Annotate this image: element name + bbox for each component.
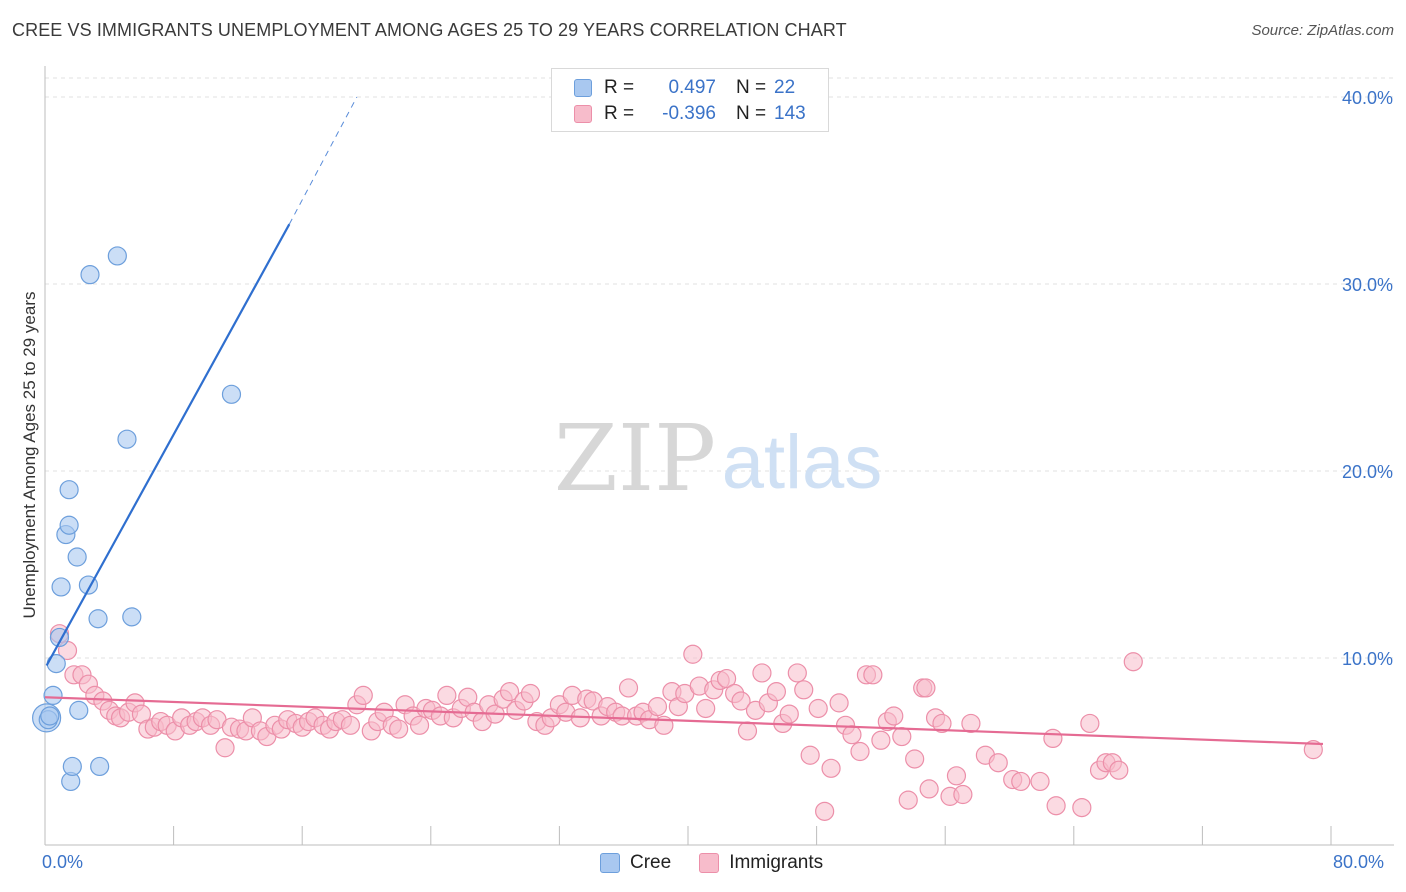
immigrants-point xyxy=(1081,714,1099,732)
legend-item-immigrants[interactable]: Immigrants xyxy=(699,852,823,874)
immigrants-point xyxy=(767,683,785,701)
y-tick-label: 10.0% xyxy=(1342,649,1393,669)
cree-point xyxy=(63,757,81,775)
immigrants-point xyxy=(1110,761,1128,779)
cree-point xyxy=(118,430,136,448)
immigrants-point xyxy=(920,780,938,798)
watermark: ZIP atlas xyxy=(554,405,882,512)
immigrants-point xyxy=(684,645,702,663)
r-value: -0.396 xyxy=(644,103,716,125)
immigrants-point xyxy=(801,746,819,764)
cree-swatch xyxy=(574,79,592,97)
immigrants-points xyxy=(50,625,1322,821)
immigrants-point xyxy=(795,681,813,699)
legend-row-immigrants: R = -0.396 N = 143 xyxy=(574,102,814,126)
y-tick-label: 40.0% xyxy=(1342,88,1393,108)
immigrants-point xyxy=(899,791,917,809)
cree-point xyxy=(222,385,240,403)
immigrants-point xyxy=(780,705,798,723)
y-tick-labels: 10.0% 20.0% 30.0% 40.0% xyxy=(1342,88,1393,669)
cree-point xyxy=(89,610,107,628)
watermark-zip: ZIP xyxy=(554,405,716,512)
n-label: N = xyxy=(736,77,774,99)
y-tick-label: 30.0% xyxy=(1342,275,1393,295)
cree-point xyxy=(60,481,78,499)
r-value: 0.497 xyxy=(644,77,716,99)
immigrants-point xyxy=(390,720,408,738)
immigrants-point xyxy=(1073,799,1091,817)
cree-point xyxy=(52,578,70,596)
legend-label-immigrants: Immigrants xyxy=(729,852,823,874)
legend-item-cree[interactable]: Cree xyxy=(600,852,671,874)
y-axis-label: Unemployment Among Ages 25 to 29 years xyxy=(20,292,40,619)
chart-canvas: ZIP atlas 10.0% 20.0% 30.0% 40.0% xyxy=(0,0,1406,892)
x-tick-min: 0.0% xyxy=(42,852,83,873)
immigrants-point xyxy=(809,699,827,717)
legend-label-cree: Cree xyxy=(630,852,671,874)
immigrants-point xyxy=(851,743,869,761)
series-legend: Cree Immigrants xyxy=(600,852,851,874)
immigrants-point xyxy=(620,679,638,697)
watermark-atlas: atlas xyxy=(722,420,883,505)
cree-point xyxy=(91,757,109,775)
immigrants-point xyxy=(411,716,429,734)
immigrants-point xyxy=(753,664,771,682)
immigrants-point xyxy=(822,759,840,777)
immigrants-point xyxy=(917,679,935,697)
immigrants-point xyxy=(1044,729,1062,747)
immigrants-point xyxy=(954,786,972,804)
cree-point xyxy=(108,247,126,265)
immigrants-point xyxy=(1047,797,1065,815)
n-value: 22 xyxy=(774,77,814,99)
correlation-legend: R = 0.497 N = 22 R = -0.396 N = 143 xyxy=(551,68,829,132)
immigrants-point xyxy=(906,750,924,768)
cree-point xyxy=(60,516,78,534)
cree-point xyxy=(68,548,86,566)
immigrants-point xyxy=(788,664,806,682)
immigrants-point xyxy=(341,716,359,734)
immigrants-point xyxy=(989,754,1007,772)
immigrants-point xyxy=(962,714,980,732)
immigrants-point xyxy=(216,739,234,757)
cree-trend-line xyxy=(47,224,290,665)
immigrants-point xyxy=(648,698,666,716)
immigrants-point xyxy=(830,694,848,712)
immigrants-point xyxy=(1012,772,1030,790)
n-label: N = xyxy=(736,103,774,125)
immigrants-point xyxy=(893,728,911,746)
immigrants-point xyxy=(872,731,890,749)
immigrants-point xyxy=(521,685,539,703)
n-value: 143 xyxy=(774,103,814,125)
immigrants-swatch xyxy=(699,853,719,873)
immigrants-point xyxy=(697,699,715,717)
r-label: R = xyxy=(604,103,644,125)
cree-point xyxy=(123,608,141,626)
cree-point xyxy=(70,701,88,719)
cree-point xyxy=(41,707,59,725)
r-label: R = xyxy=(604,77,644,99)
immigrants-point xyxy=(947,767,965,785)
immigrants-point xyxy=(885,707,903,725)
gridlines xyxy=(45,78,1394,658)
immigrants-swatch xyxy=(574,105,592,123)
cree-swatch xyxy=(600,853,620,873)
cree-point xyxy=(44,686,62,704)
immigrants-point xyxy=(843,726,861,744)
immigrants-point xyxy=(864,666,882,684)
y-tick-label: 20.0% xyxy=(1342,462,1393,482)
cree-point xyxy=(81,266,99,284)
immigrants-point xyxy=(438,686,456,704)
immigrants-point xyxy=(816,802,834,820)
legend-row-cree: R = 0.497 N = 22 xyxy=(574,76,814,100)
immigrants-point xyxy=(738,722,756,740)
immigrants-point xyxy=(1031,772,1049,790)
immigrants-point xyxy=(354,686,372,704)
immigrants-point xyxy=(1124,653,1142,671)
cree-trend-extension xyxy=(289,97,357,224)
x-tick-max: 80.0% xyxy=(1333,852,1384,873)
